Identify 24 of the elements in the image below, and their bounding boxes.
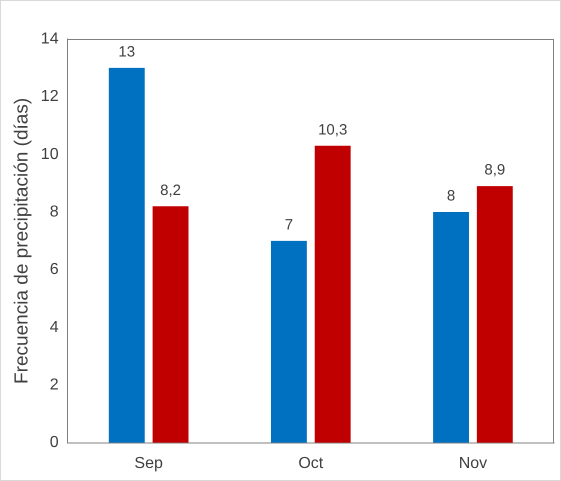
data-label: 8,2 [160,182,181,199]
y-tick-label: 14 [40,30,59,48]
y-tick-label: 10 [40,146,59,163]
y-tick-label: 4 [50,318,59,336]
data-label: 8,9 [484,162,506,179]
data-label: 7 [284,216,294,234]
y-tick-label: 2 [50,376,59,394]
bar [270,240,307,443]
data-label: 10,3 [318,121,348,138]
y-tick-label: 0 [50,434,59,452]
bar [433,212,469,443]
bar [108,68,145,443]
x-tick-label: Nov [458,454,488,472]
x-tick-label: Oct [298,454,324,472]
data-label: 8 [446,188,456,205]
bar [314,146,351,443]
x-tick-label: Sep [134,454,163,472]
data-label: 13 [118,43,136,60]
y-tick-label: 12 [40,88,59,106]
bar [152,206,188,443]
y-tick-label: 8 [50,203,59,220]
bar [476,186,513,443]
y-tick-label: 6 [50,261,59,278]
y-axis-title: Frecuencia de precipitación (días) [12,98,33,384]
